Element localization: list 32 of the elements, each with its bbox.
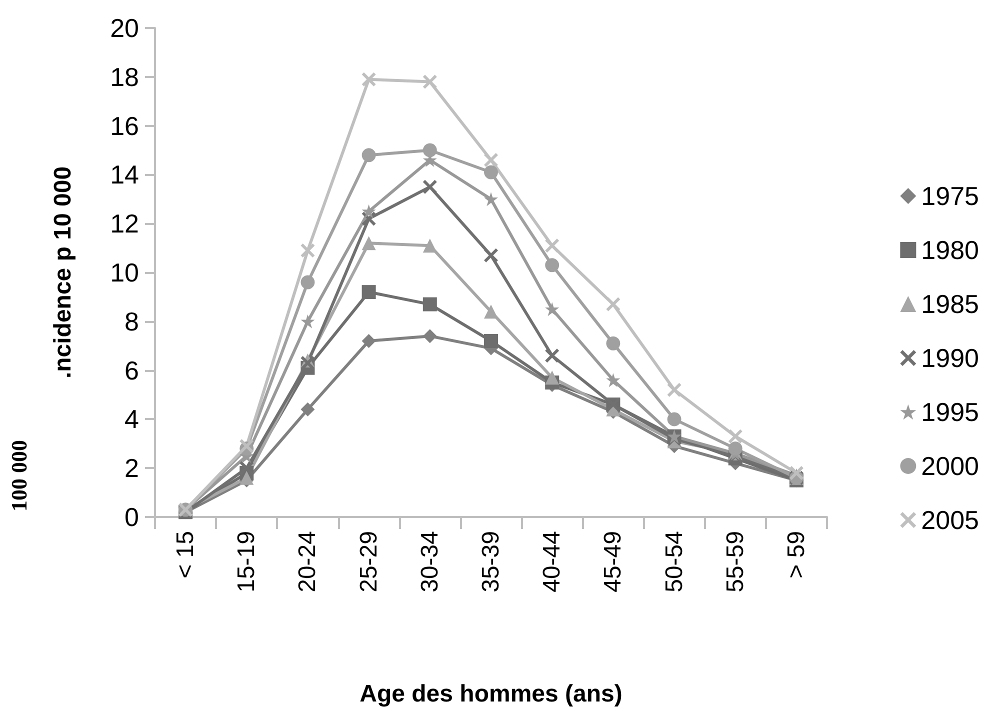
x-tick-label: 20-24 [294,531,322,592]
y-tick-label: 10 [110,258,139,288]
legend-label: 1985 [921,289,980,319]
legend-label: 2000 [921,451,980,481]
legend-label: 2005 [921,505,980,535]
y-tick-label: 18 [110,62,139,92]
x-tick-label: 45-49 [600,531,627,592]
x-tick-label: 55-59 [722,531,749,592]
y-tick-label: 4 [124,404,139,434]
x-tick-label: 35-39 [478,531,504,592]
legend-label: 1975 [921,181,980,211]
legend-label: 1995 [921,397,980,427]
y-tick-label: 6 [124,355,139,386]
text: 100 000 [6,440,32,512]
x-tick-label: 40-44 [538,531,566,592]
y-tick-label: 8 [124,306,139,336]
y-tick-label: 16 [110,110,139,141]
y-axis-title: .ncidence p 10 000 [50,166,76,379]
x-tick-label: 25-29 [355,531,382,592]
x-tick-label: 15-19 [233,531,260,592]
y-tick-label: 0 [124,502,139,532]
x-tick-label: > 59 [782,531,810,578]
y-tick-label: 12 [110,208,139,239]
y-tick-label: 14 [110,160,139,190]
x-tick-label: < 15 [172,531,200,578]
legend-label: 1980 [921,235,980,265]
x-tick-label: 50-54 [660,531,688,592]
y-tick-label: 20 [110,13,139,43]
x-axis-title: Age des hommes (ans) [360,680,622,708]
x-tick-label: 30-34 [416,531,444,592]
y-tick-label: 2 [124,453,139,484]
legend-label: 1990 [921,343,980,373]
